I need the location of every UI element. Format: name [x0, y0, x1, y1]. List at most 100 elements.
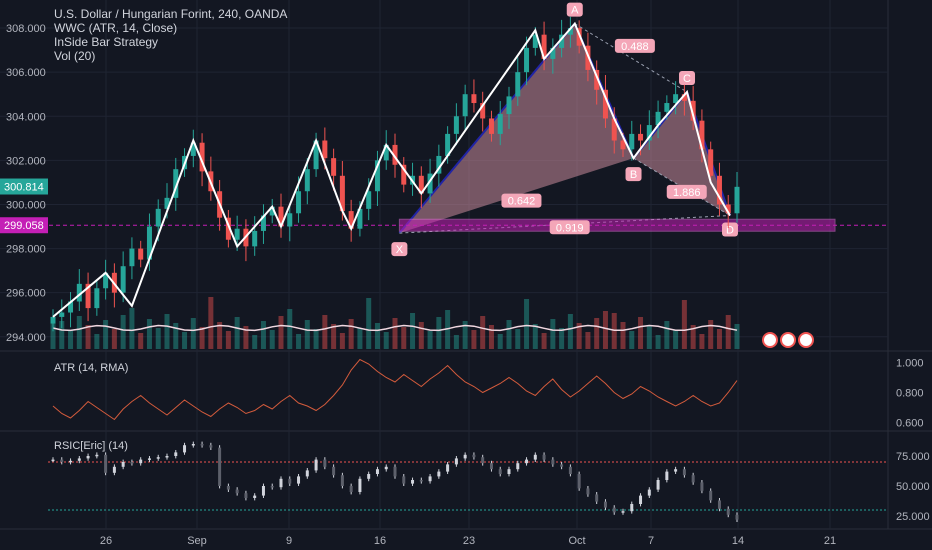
candle-body[interactable] [559, 34, 565, 48]
rsi-candle-body[interactable] [472, 454, 476, 458]
candle-body[interactable] [515, 72, 521, 97]
rsi-candle-body[interactable] [726, 508, 730, 515]
candle-body[interactable] [436, 155, 442, 174]
candle-body[interactable] [699, 120, 705, 150]
rsi-candle-body[interactable] [428, 476, 432, 482]
rsi-candle-body[interactable] [507, 469, 511, 474]
candle-body[interactable] [550, 47, 556, 59]
rsi-candle-body[interactable] [612, 507, 616, 513]
candle-body[interactable] [331, 158, 337, 176]
rsi-candle-body[interactable] [577, 474, 581, 489]
rsi-candle-body[interactable] [481, 457, 485, 464]
candle-body[interactable] [76, 283, 82, 302]
point-a-label[interactable]: A [566, 2, 583, 17]
ratio-xd-label[interactable]: 0.919 [549, 220, 590, 235]
rsi-candle-body[interactable] [69, 460, 73, 463]
rsi-candle-body[interactable] [674, 469, 678, 472]
candle-body[interactable] [339, 175, 345, 212]
rsi-candle-body[interactable] [323, 459, 327, 467]
rsi-candle-body[interactable] [682, 469, 686, 476]
rsi-candle-body[interactable] [402, 476, 406, 484]
rsi-candle-body[interactable] [358, 478, 362, 492]
candle-body[interactable] [488, 118, 494, 134]
rsi-candle-body[interactable] [104, 454, 108, 473]
candle-body[interactable] [594, 69, 600, 90]
candle-body[interactable] [234, 228, 240, 240]
rsi-candle-body[interactable] [139, 459, 143, 464]
candle-body[interactable] [287, 213, 293, 227]
rsi-candle-body[interactable] [226, 486, 230, 490]
candle-body[interactable] [681, 94, 687, 101]
candle-body[interactable] [129, 248, 135, 267]
candle-body[interactable] [646, 125, 652, 141]
candle-body[interactable] [199, 142, 205, 172]
rsi-candle-body[interactable] [121, 462, 125, 467]
rsi-candle-body[interactable] [437, 471, 441, 477]
candle-body[interactable] [190, 142, 196, 156]
rsi-candle-body[interactable] [174, 452, 178, 456]
rsi-candle-body[interactable] [709, 490, 713, 501]
candle-body[interactable] [471, 94, 477, 104]
rsi-candle-body[interactable] [156, 457, 160, 459]
rsi-candle-body[interactable] [516, 463, 520, 470]
candle-body[interactable] [611, 118, 617, 141]
pattern-bcd-triangle[interactable] [633, 92, 730, 216]
rsi-candle-body[interactable] [112, 466, 116, 473]
rsi-candle-body[interactable] [647, 489, 651, 496]
rsi-candle-body[interactable] [305, 470, 309, 477]
pattern-xab-triangle[interactable] [399, 23, 634, 234]
rsi-candle-body[interactable] [86, 456, 90, 459]
candle-body[interactable] [664, 103, 670, 112]
rsi-candle-body[interactable] [542, 454, 546, 460]
candle-body[interactable] [462, 94, 468, 117]
candle-body[interactable] [392, 144, 398, 165]
candle-body[interactable] [357, 208, 363, 229]
candle-body[interactable] [716, 175, 722, 205]
rsi-candle-body[interactable] [393, 466, 397, 477]
rsi-candle-body[interactable] [165, 456, 169, 458]
candle-body[interactable] [629, 133, 635, 150]
rsi-candle-body[interactable] [639, 495, 643, 504]
rsi-candle-body[interactable] [244, 493, 248, 498]
rsi-candle-body[interactable] [314, 459, 318, 471]
rsi-candle-body[interactable] [60, 459, 64, 462]
rsi-candle-body[interactable] [218, 447, 222, 486]
candle-body[interactable] [655, 111, 661, 126]
candle-body[interactable] [94, 288, 100, 309]
candle-body[interactable] [146, 226, 152, 260]
rsi-candle-body[interactable] [533, 454, 537, 460]
candle-body[interactable] [269, 206, 275, 216]
candle-body[interactable] [383, 144, 389, 161]
rsi-candle-body[interactable] [51, 459, 55, 462]
candle-body[interactable] [304, 169, 310, 192]
candle-body[interactable] [427, 173, 433, 194]
candle-body[interactable] [418, 175, 424, 194]
rsi-candle-body[interactable] [498, 469, 502, 474]
candle-body[interactable] [366, 191, 372, 209]
candle-body[interactable] [278, 206, 284, 227]
rsi-candle-body[interactable] [375, 469, 379, 474]
rsi-candle-body[interactable] [603, 501, 607, 508]
candle-body[interactable] [322, 140, 328, 159]
candle-body[interactable] [585, 45, 591, 70]
candle-body[interactable] [374, 160, 380, 192]
rsi-candle-body[interactable] [147, 458, 151, 460]
candle-body[interactable] [68, 301, 74, 313]
rsi-candle-body[interactable] [349, 486, 353, 492]
rsi-candle-body[interactable] [454, 458, 458, 465]
point-x-label[interactable]: X [391, 242, 408, 257]
rsi-candle-body[interactable] [200, 444, 204, 446]
candles[interactable] [50, 16, 740, 332]
rsi-candle-body[interactable] [586, 488, 590, 495]
rsi-candle-body[interactable] [183, 445, 187, 453]
candle-body[interactable] [673, 94, 679, 104]
candle-body[interactable] [252, 230, 258, 247]
rsi-candle-body[interactable] [621, 511, 625, 513]
rsi-candle-body[interactable] [411, 480, 415, 484]
rsi-candle-body[interactable] [297, 476, 301, 484]
candle-body[interactable] [725, 204, 731, 214]
candle-body[interactable] [541, 34, 547, 59]
candle-body[interactable] [296, 191, 302, 214]
rsi-candle-body[interactable] [235, 489, 239, 494]
